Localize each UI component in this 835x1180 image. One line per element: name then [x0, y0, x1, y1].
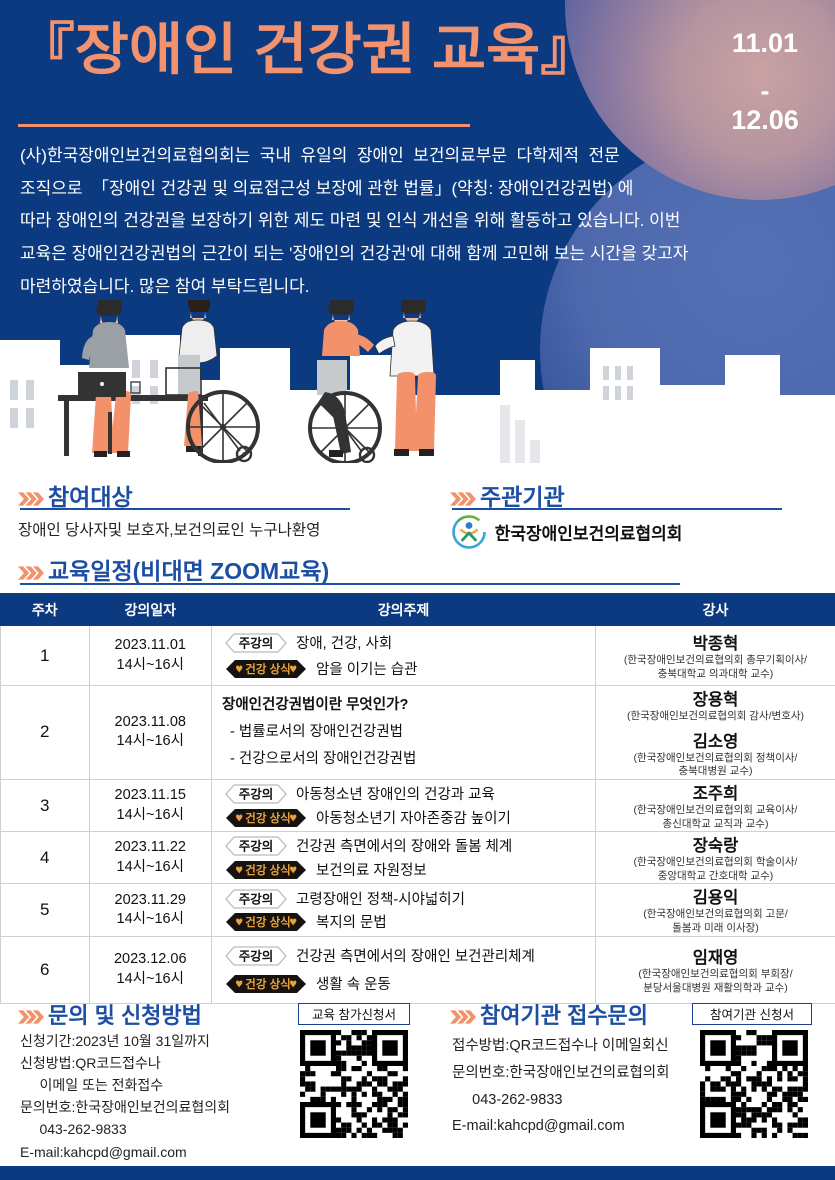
- svg-text:건강 상식: 건강 상식: [245, 811, 291, 825]
- svg-text:건강 상식: 건강 상식: [245, 977, 291, 991]
- svg-text:건강 상식: 건강 상식: [245, 662, 291, 676]
- svg-text:주강의: 주강의: [239, 786, 274, 801]
- svg-text:건강 상식: 건강 상식: [245, 863, 291, 877]
- svg-text:주강의: 주강의: [239, 838, 274, 853]
- svg-text:건강 상식: 건강 상식: [245, 915, 291, 929]
- svg-text:주강의: 주강의: [239, 635, 274, 650]
- svg-text:주강의: 주강의: [239, 891, 274, 906]
- svg-text:주강의: 주강의: [239, 948, 274, 963]
